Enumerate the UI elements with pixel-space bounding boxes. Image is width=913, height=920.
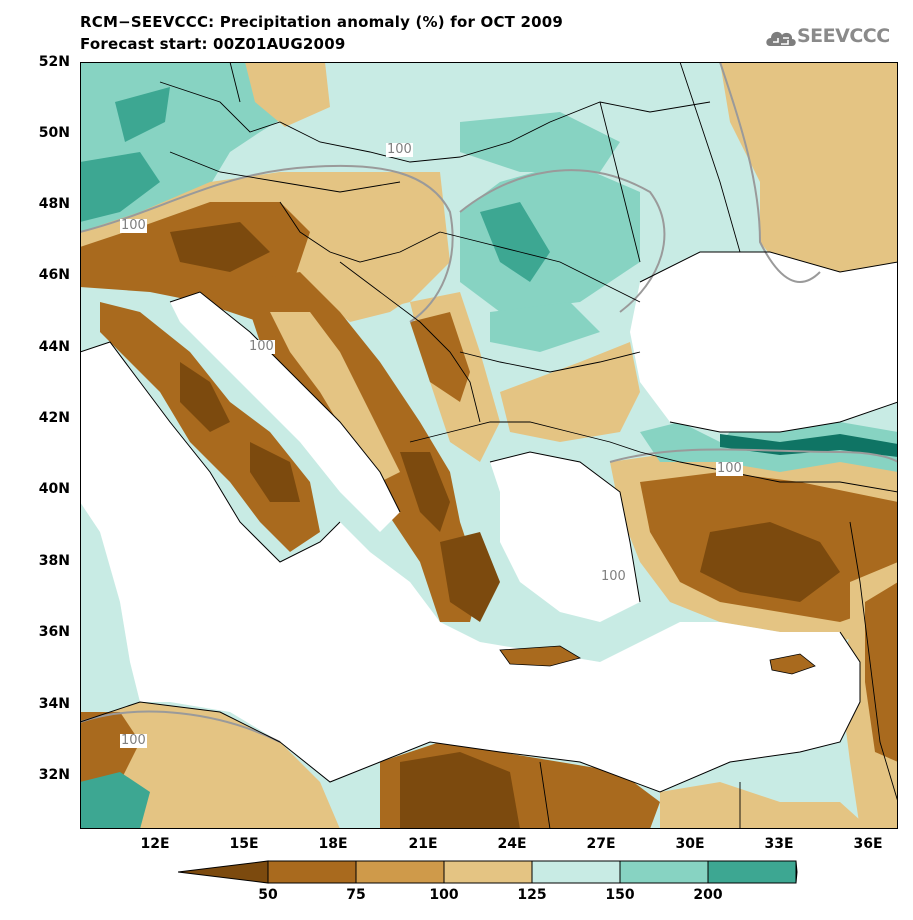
legend-swatch	[531, 860, 621, 884]
lat-label: 42N	[38, 410, 70, 426]
lat-label: 46N	[38, 267, 70, 283]
lon-label: 12E	[140, 836, 170, 852]
lon-label: 30E	[675, 836, 705, 852]
legend-swatch	[707, 860, 797, 884]
lon-label: 24E	[497, 836, 527, 852]
legend-swatch	[355, 860, 445, 884]
contour-line-africa	[80, 710, 281, 743]
contour-label: 100	[120, 733, 147, 748]
precipitation-anomaly-map: 100 100 100 100 100 100	[80, 62, 898, 829]
contour-label: 100	[386, 142, 413, 157]
lon-label: 36E	[853, 836, 883, 852]
very-dry-area-albania	[400, 452, 450, 532]
contour-label: 100	[600, 569, 627, 584]
very-wet-area-south-tunisia	[80, 772, 150, 829]
lon-label: 15E	[229, 836, 259, 852]
lon-label: 18E	[318, 836, 348, 852]
lon-label: 33E	[764, 836, 794, 852]
slightly-dry-area-egypt	[660, 782, 870, 829]
legend-swatch	[443, 860, 533, 884]
seevccc-logo: SEEVCCC	[764, 22, 904, 58]
legend-tick-label: 75	[346, 887, 366, 903]
contour-label: 100	[248, 339, 275, 354]
dry-area-tunisia	[80, 712, 140, 782]
wet-area-romania	[460, 162, 640, 312]
lon-label: 27E	[586, 836, 616, 852]
adriatic-sea	[170, 292, 400, 532]
lat-label: 34N	[38, 696, 70, 712]
crete-island	[499, 645, 582, 667]
lat-label: 32N	[38, 767, 70, 783]
contour-label: 100	[716, 461, 743, 476]
legend-tick-label: 200	[693, 887, 723, 903]
dry-area-ukraine	[720, 62, 898, 292]
color-legend-bar	[177, 860, 798, 884]
legend-swatch	[619, 860, 709, 884]
cloud-logo-icon	[766, 31, 796, 46]
forecast-start-subtitle: Forecast start: 00Z01AUG2009	[80, 35, 346, 53]
legend-tick-label: 125	[517, 887, 547, 903]
very-wet-area-carpathians	[480, 202, 550, 282]
lat-label: 36N	[38, 624, 70, 640]
legend-tick-label: 100	[429, 887, 459, 903]
very-dry-area-anatolia	[700, 522, 840, 602]
slightly-dry-area-bulgaria	[500, 342, 640, 442]
very-dry-area-south-italy	[250, 442, 300, 502]
lat-label: 50N	[38, 125, 70, 141]
very-dry-area-alps	[170, 222, 270, 272]
very-wet-area-germany	[115, 87, 170, 142]
legend-swatch	[267, 860, 357, 884]
slightly-dry-area-bosnia	[270, 312, 400, 482]
lat-label: 38N	[38, 553, 70, 569]
legend-tick-label: 50	[258, 887, 278, 903]
slightly-dry-area-hungary	[340, 172, 450, 312]
legend-tick-label: 150	[605, 887, 635, 903]
very-dry-area-cyrenaica	[400, 752, 520, 829]
contour-line-north	[80, 164, 454, 323]
logo-text: SEEVCCC	[797, 25, 890, 47]
very-dry-area-peloponnese	[440, 532, 500, 622]
lat-label: 44N	[38, 339, 70, 355]
very-dry-area-central-italy	[180, 362, 230, 432]
lat-label: 52N	[38, 54, 70, 70]
very-wet-area-west	[80, 152, 160, 222]
map-canvas	[80, 62, 898, 829]
dry-area-serbia	[410, 312, 470, 402]
wet-area-danube	[490, 302, 600, 352]
country-borders	[159, 62, 898, 829]
legend-arrow-low	[177, 860, 269, 884]
dry-area-levant	[865, 582, 898, 762]
lat-label: 40N	[38, 481, 70, 497]
contour-label: 100	[120, 218, 147, 233]
mediterranean-sea	[80, 342, 860, 792]
legend-arrow-high	[795, 860, 798, 884]
dry-area-poland	[245, 62, 330, 127]
wet-area-slovakia	[460, 112, 620, 172]
contour-line-turkey	[609, 448, 898, 463]
map-title: RCM−SEEVCCC: Precipitation anomaly (%) f…	[80, 13, 564, 31]
contour-line-ukraine	[719, 62, 821, 283]
black-sea	[630, 252, 898, 432]
coastlines	[80, 251, 898, 793]
lat-label: 48N	[38, 196, 70, 212]
lon-label: 21E	[408, 836, 438, 852]
color-legend	[177, 857, 798, 887]
cyprus-island	[769, 653, 816, 675]
